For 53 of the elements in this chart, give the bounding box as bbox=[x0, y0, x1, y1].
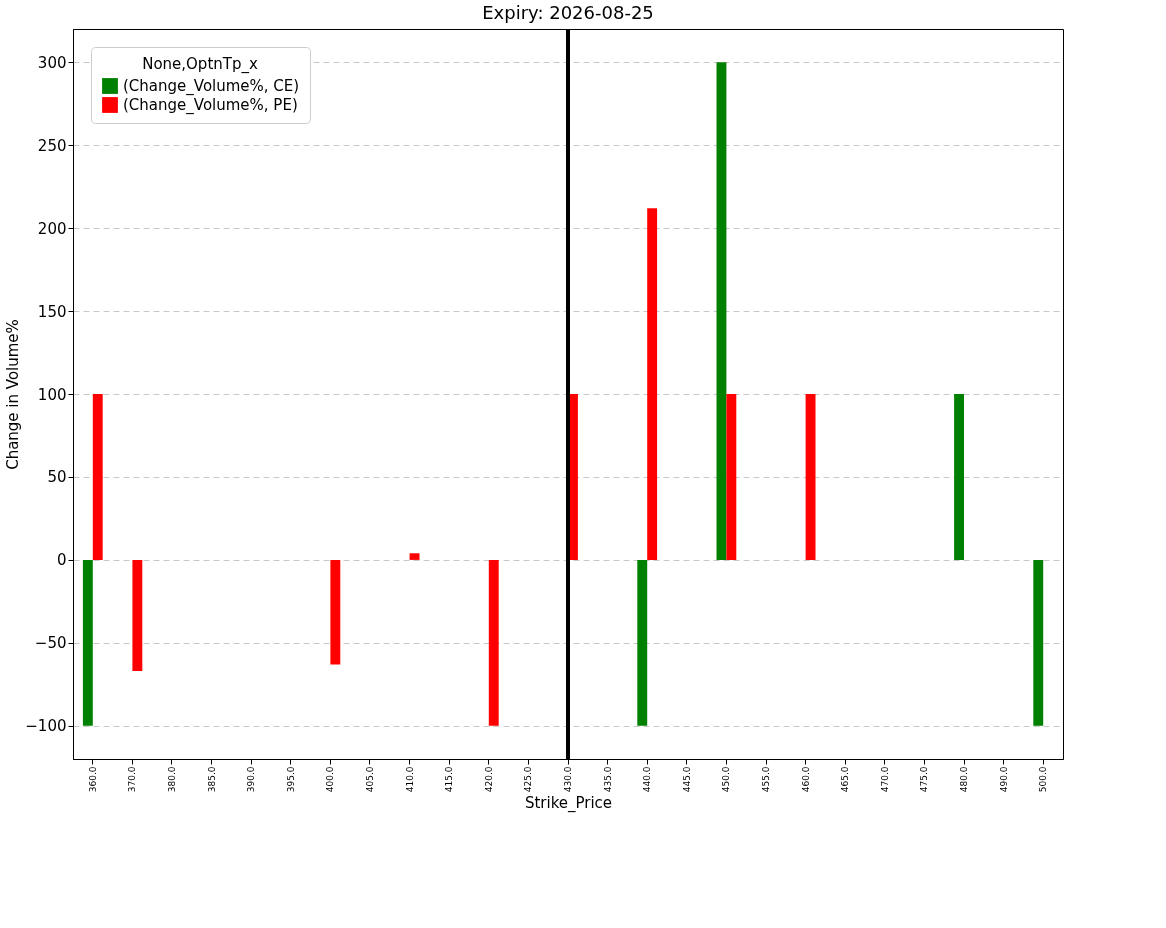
legend-title: None,OptnTp_x bbox=[142, 55, 258, 74]
y-axis-title: Change in Volume% bbox=[4, 319, 23, 470]
y-tick-label: 200 bbox=[37, 219, 67, 238]
x-tick-label: 410.0 bbox=[404, 766, 415, 793]
x-tick-label: 440.0 bbox=[642, 766, 653, 793]
bar bbox=[647, 208, 658, 560]
bar bbox=[92, 394, 103, 560]
x-tick-label: 435.0 bbox=[602, 766, 613, 793]
x-tick-label: 420.0 bbox=[483, 766, 494, 793]
x-tick-label: 385.0 bbox=[206, 766, 217, 793]
x-tick-label: 360.0 bbox=[87, 766, 98, 793]
bar bbox=[1033, 559, 1044, 726]
bar bbox=[726, 394, 737, 560]
bar bbox=[716, 62, 727, 560]
x-tick-label: 380.0 bbox=[167, 766, 177, 793]
bar bbox=[330, 559, 341, 665]
x-tick-label: 390.0 bbox=[246, 766, 257, 793]
y-tick-label: −100 bbox=[25, 717, 67, 736]
bar bbox=[637, 559, 648, 726]
x-tick-label: 460.0 bbox=[800, 766, 811, 793]
x-tick-label: 450.0 bbox=[721, 766, 732, 793]
x-tick-label: 455.0 bbox=[761, 766, 771, 793]
bar bbox=[488, 559, 499, 726]
x-tick-label: 490.0 bbox=[998, 766, 1009, 793]
x-tick-label: 480.0 bbox=[959, 766, 969, 793]
y-tick-label: 100 bbox=[37, 385, 67, 404]
legend-label: (Change_Volume%, CE) bbox=[123, 77, 300, 96]
bar bbox=[409, 553, 420, 560]
x-tick-label: 395.0 bbox=[285, 766, 296, 793]
x-axis-title: Strike_Price bbox=[524, 794, 613, 814]
x-tick-label: 500.0 bbox=[1038, 766, 1049, 793]
y-tick-label: 300 bbox=[37, 53, 67, 72]
y-tick-label: 150 bbox=[37, 302, 67, 321]
bar bbox=[805, 394, 816, 560]
x-tick-label: 465.0 bbox=[840, 766, 851, 793]
x-tick-label: 415.0 bbox=[444, 766, 455, 793]
x-tick-label: 400.0 bbox=[325, 766, 336, 793]
legend-label: (Change_Volume%, PE) bbox=[123, 96, 298, 115]
y-tick-label: 0 bbox=[56, 551, 67, 570]
y-tick-label: 250 bbox=[37, 136, 67, 155]
x-tick-label: 470.0 bbox=[879, 766, 890, 793]
y-tick-label: 50 bbox=[47, 468, 67, 487]
y-tick-label: −50 bbox=[34, 634, 67, 653]
x-tick-label: 430.0 bbox=[563, 766, 573, 793]
x-tick-label: 445.0 bbox=[681, 766, 692, 793]
x-tick-label: 405.0 bbox=[365, 766, 375, 793]
chart-title: Expiry: 2026-08-25 bbox=[482, 2, 654, 23]
bar bbox=[132, 559, 143, 672]
x-tick-label: 475.0 bbox=[919, 766, 930, 793]
bar bbox=[954, 394, 964, 560]
x-tick-label: 370.0 bbox=[127, 766, 138, 793]
x-tick-label: 425.0 bbox=[523, 766, 534, 793]
bar bbox=[82, 559, 93, 726]
